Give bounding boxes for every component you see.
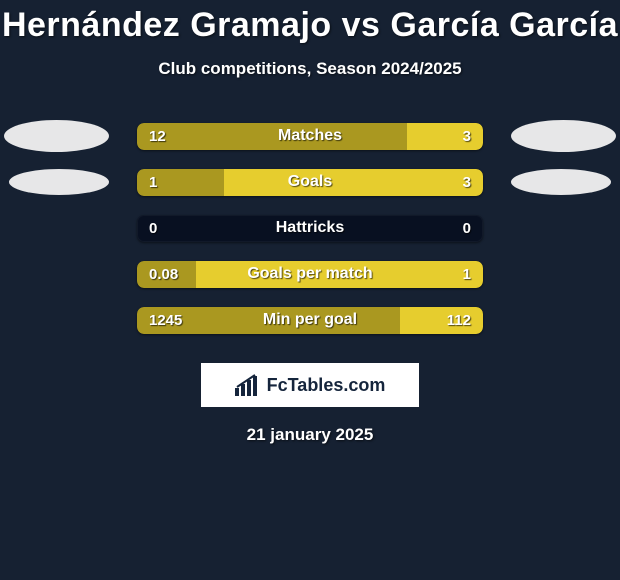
stat-value-right: 0 [463,215,471,242]
stat-row: 0.081Goals per match [0,251,620,297]
stat-label: Hattricks [137,215,483,242]
stat-value-left: 1 [149,169,157,196]
stat-row: 0 0Hattricks [0,205,620,251]
stat-value-right: 112 [447,307,471,334]
stat-value-right: 3 [463,169,471,196]
subtitle: Club competitions, Season 2024/2025 [0,59,620,79]
stat-bar: 123Matches [137,123,483,150]
avatar-spacer [4,304,109,336]
stat-bar: 0 0Hattricks [137,215,483,242]
stat-bar-right [224,169,484,196]
logo-box: FcTables.com [201,363,419,407]
chart-icon [235,374,261,396]
player-left-avatar [9,169,109,195]
stat-value-right: 3 [463,123,471,150]
stat-row: 1245112Min per goal [0,297,620,343]
stat-value-left: 12 [149,123,166,150]
stat-value-left: 1245 [149,307,182,334]
stats-block: 123Matches13Goals00Hattricks0.081Goals p… [0,113,620,343]
player-right-avatar [511,169,611,195]
stat-row: 13Goals [0,159,620,205]
player-right-avatar [511,120,616,152]
avatar-spacer [511,212,616,244]
logo-text: FcTables.com [267,375,386,396]
avatar-spacer [511,304,616,336]
stat-value-left: 0.08 [149,261,178,288]
stat-bar: 0.081Goals per match [137,261,483,288]
avatar-spacer [511,258,616,290]
stat-value-right: 1 [463,261,471,288]
stat-bar: 1245112Min per goal [137,307,483,334]
page-title: Hernández Gramajo vs García García [0,0,620,45]
stat-bar-left [137,123,407,150]
player-left-avatar [4,120,109,152]
stat-row: 123Matches [0,113,620,159]
date-text: 21 january 2025 [0,425,620,445]
stat-bar-right [196,261,483,288]
stat-value-left: 0 [149,215,157,242]
avatar-spacer [4,212,109,244]
stat-bar-right [407,123,483,150]
avatar-spacer [4,258,109,290]
stat-bar: 13Goals [137,169,483,196]
